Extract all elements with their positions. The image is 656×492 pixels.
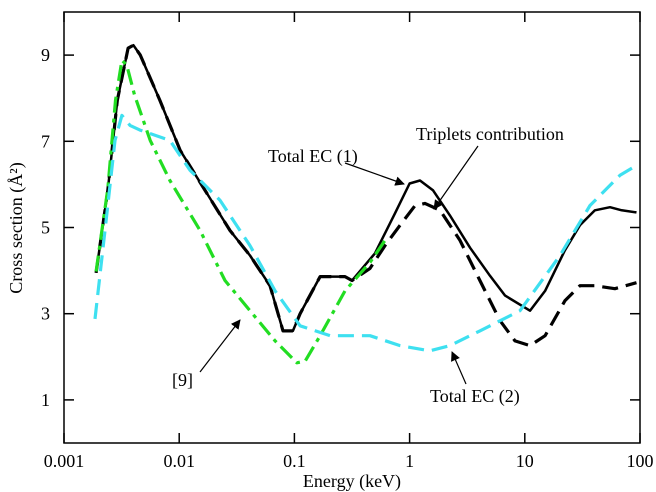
y-axis-label: Cross section (Å²) [6, 162, 27, 293]
x-tick-label: 100 [627, 451, 654, 471]
annotation-arrow [344, 162, 405, 186]
x-tick-label: 0.01 [163, 451, 195, 471]
x-axis-label: Energy (keV) [303, 471, 401, 492]
y-tick-label: 7 [41, 131, 50, 151]
annotation-arrow [451, 351, 467, 385]
annotation-arrow [199, 319, 241, 373]
y-tick-label: 9 [41, 45, 50, 65]
x-tick-label: 10 [516, 451, 534, 471]
y-tick-label: 1 [41, 390, 50, 410]
annotation-arrow [433, 145, 479, 210]
annotation: Total EC (2) [430, 386, 520, 407]
annotation: Total EC (1) [268, 146, 358, 167]
series-line [93, 113, 638, 353]
x-tick-label: 1 [405, 451, 414, 471]
annotation: [9] [172, 370, 193, 390]
plot-area [93, 43, 638, 365]
annotation: Triplets contribution [416, 124, 564, 144]
series-line [94, 43, 637, 333]
x-tick-label: 0.001 [44, 451, 85, 471]
y-tick-label: 5 [41, 218, 50, 238]
x-tick-label: 0.1 [283, 451, 306, 471]
y-tick-label: 3 [41, 304, 50, 324]
series-line [94, 58, 387, 365]
